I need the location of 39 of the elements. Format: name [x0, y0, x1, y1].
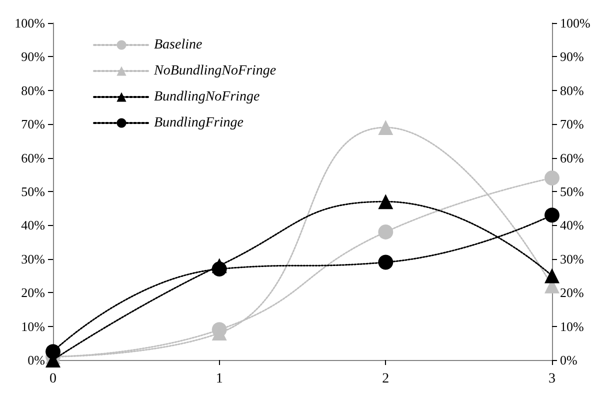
y2-tick-label: 90%: [560, 49, 584, 64]
y-tick-label: 20%: [21, 285, 46, 300]
legend-label: BundlingFringe: [154, 116, 244, 130]
y-tick-label: 70%: [21, 116, 46, 132]
y2-tick-label: 80%: [560, 82, 584, 98]
y2-tick-label: 40%: [560, 218, 584, 233]
y2-tick-label: 60%: [560, 150, 584, 166]
x-tick-label: 1: [216, 372, 223, 386]
y-tick-label: 90%: [21, 49, 46, 64]
y-tick-label: 80%: [21, 82, 46, 98]
y2-tick-label: 50%: [560, 184, 584, 199]
y2-tick-label: 30%: [560, 251, 584, 266]
point: [46, 344, 60, 360]
y-tick-label: 50%: [21, 184, 46, 199]
point: [378, 224, 394, 240]
y2-tick-label: 70%: [560, 116, 584, 132]
y-tick-label: 30%: [21, 251, 46, 266]
x-tick-label: 3: [548, 372, 556, 386]
x-tick-label: 2: [382, 372, 390, 386]
legend-label: BundlingNoFringe: [154, 90, 260, 104]
y2-tick-label: 20%: [560, 285, 584, 300]
x-tick-label: 0: [50, 372, 56, 386]
point: [212, 262, 227, 277]
legend-label: NoBundlingNoFringe: [153, 64, 276, 78]
point: [544, 268, 560, 284]
y-tick-label: 10%: [21, 318, 46, 334]
y-tick-label: 100%: [14, 16, 46, 30]
point: [378, 194, 394, 210]
y2-tick-label: 100%: [560, 16, 590, 30]
legend-label: Baseline: [154, 38, 202, 52]
point: [378, 254, 394, 270]
point: [378, 120, 394, 135]
y-tick-label: 60%: [21, 150, 46, 166]
y2-tick-label: 0%: [560, 352, 578, 368]
point: [544, 170, 560, 186]
point: [544, 208, 560, 223]
y-tick-label: 40%: [21, 218, 46, 233]
y-tick-label: 0%: [28, 352, 46, 368]
y2-tick-label: 10%: [560, 318, 584, 334]
